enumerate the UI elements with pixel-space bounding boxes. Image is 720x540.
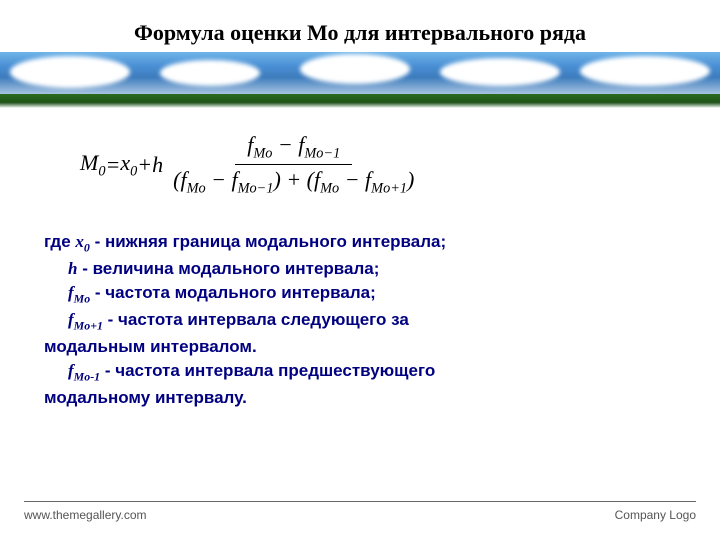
formula-x0: x0 (120, 150, 137, 180)
formula: M0 = x0 + h fMo − fMo−1 (fMo − fMo−1) + … (80, 132, 418, 198)
var-fmo1: fMo+1 (68, 310, 103, 329)
def-h: - величина модального интервала; (77, 259, 379, 278)
slide-title: Формула оценки Мо для интервального ряда (0, 20, 720, 46)
where-label: где (44, 232, 75, 251)
def-fmom1-cont: модальному интервалу. (44, 388, 247, 407)
def-fmom1: - частота интервала предшествующего (100, 361, 435, 380)
formula-lhs: M0 (80, 150, 105, 180)
def-fmo: - частота модального интервала; (90, 283, 376, 302)
def-fmo1: - частота интервала следующего за (103, 310, 409, 329)
def-fmo-line: fMo - частота модального интервала; (44, 281, 676, 308)
def-fmo1-cont: модальным интервалом. (44, 337, 257, 356)
var-fmo: fMo (68, 283, 90, 302)
def-fmom1-line: fMo-1 - частота интервала предшествующег… (44, 359, 676, 386)
formula-plus: + (137, 152, 152, 178)
def-x0: - нижняя граница модального интервала; (90, 232, 446, 251)
decorative-grass (0, 94, 720, 108)
var-x0: x0 (75, 232, 89, 251)
formula-eq: = (105, 152, 120, 178)
def-fmo1-line: fMo+1 - частота интервала следующего за (44, 308, 676, 335)
def-h-line: h - величина модального интервала; (44, 257, 676, 282)
footer-url: www.themegallery.com (24, 508, 146, 522)
decorative-cloud (160, 60, 260, 86)
formula-numerator: fMo − fMo−1 (235, 132, 352, 165)
decorative-cloud (300, 54, 410, 84)
var-fmom1: fMo-1 (68, 361, 100, 380)
definitions-block: где x0 - нижняя граница модального интер… (44, 230, 676, 410)
decorative-cloud (10, 56, 130, 88)
footer-divider (24, 501, 696, 502)
formula-h: h (152, 152, 163, 178)
footer-logo-text: Company Logo (615, 508, 696, 522)
decorative-cloud (440, 58, 560, 86)
decorative-cloud (580, 56, 710, 86)
formula-denominator: (fMo − fMo−1) + (fMo − fMo+1) (169, 165, 418, 197)
formula-fraction: fMo − fMo−1 (fMo − fMo−1) + (fMo − fMo+1… (169, 132, 418, 198)
